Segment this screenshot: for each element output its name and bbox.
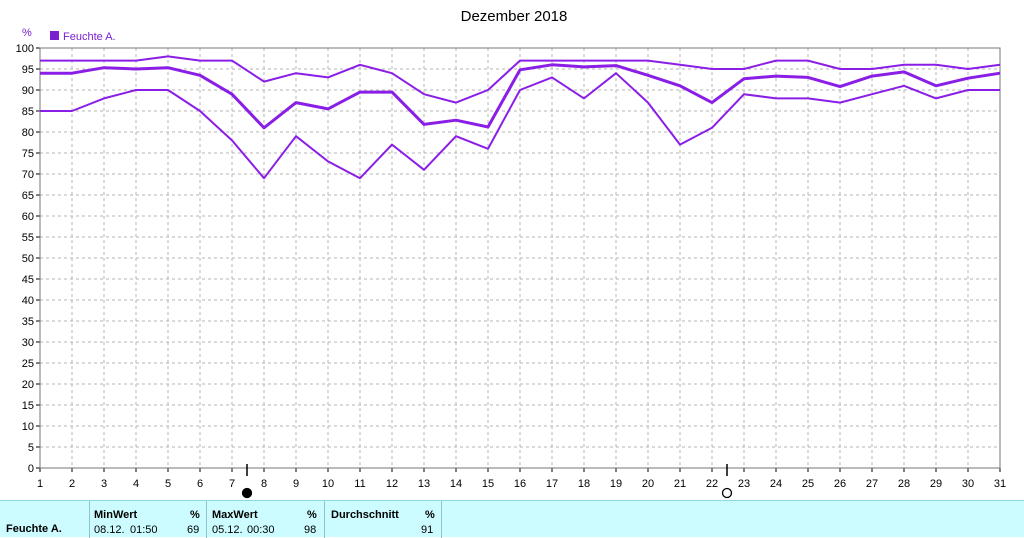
y-tick-label: 45: [22, 274, 34, 286]
legend-label: Feuchte A.: [63, 31, 116, 43]
y-tick-label: 85: [22, 106, 34, 118]
x-tick-label: 15: [482, 478, 494, 490]
x-tick-label: 28: [898, 478, 910, 490]
y-tick-label: 90: [22, 85, 34, 97]
max-value: 98: [304, 524, 317, 536]
max-date: 05.12.: [212, 524, 243, 536]
min-label: MinWert: [94, 509, 138, 521]
x-tick-label: 7: [229, 478, 235, 490]
full-moon-icon: [241, 487, 253, 499]
series-line-max: [40, 55, 1001, 104]
average-label: Durchschnitt: [331, 509, 399, 521]
min-unit: %: [190, 509, 200, 521]
x-tick-label: 3: [101, 478, 107, 490]
y-tick-label: 100: [16, 43, 34, 55]
x-tick-label: 24: [770, 478, 782, 490]
x-tick-label: 19: [610, 478, 622, 490]
humidity-chart: Dezember 2018 % Feuchte A. 0510152025303…: [16, 8, 1006, 499]
average-unit: %: [425, 509, 435, 521]
x-tick-label: 16: [514, 478, 526, 490]
min-date: 08.12.: [94, 524, 125, 536]
moon-markers: [241, 464, 733, 499]
y-tick-label: 25: [22, 358, 34, 370]
min-value-cell: MinWert % 08.12. 01:50 69: [90, 501, 207, 538]
x-tick-label: 30: [962, 478, 974, 490]
average-value-cell: Durchschnitt % 91: [325, 501, 442, 538]
x-tick-label: 21: [674, 478, 686, 490]
x-tick-label: 29: [930, 478, 942, 490]
y-tick-label: 55: [22, 232, 34, 244]
x-tick-label: 8: [261, 478, 267, 490]
y-tick-label: 75: [22, 148, 34, 160]
stats-row-label: Feuchte A.: [6, 523, 62, 535]
x-tick-label: 18: [578, 478, 590, 490]
max-value-cell: MaxWert % 05.12. 00:30 98: [207, 501, 325, 538]
x-tick-label: 13: [418, 478, 430, 490]
x-tick-label: 31: [994, 478, 1006, 490]
x-tick-label: 14: [450, 478, 462, 490]
x-tick-label: 17: [546, 478, 558, 490]
series-layer: [40, 55, 1001, 180]
y-tick-label: 65: [22, 190, 34, 202]
x-tick-label: 5: [165, 478, 171, 490]
average-value: 91: [421, 524, 434, 536]
y-tick-label: 35: [22, 316, 34, 328]
y-tick-label: 40: [22, 295, 34, 307]
min-time: 01:50: [130, 524, 158, 536]
min-value: 69: [187, 524, 200, 536]
y-tick-label: 5: [28, 442, 34, 454]
statistics-bar: Feuchte A. MinWert % 08.12. 01:50 69 Max…: [0, 500, 1024, 538]
max-label: MaxWert: [212, 509, 258, 521]
y-tick-label: 30: [22, 337, 34, 349]
x-tick-label: 6: [197, 478, 203, 490]
y-tick-label: 20: [22, 379, 34, 391]
x-tick-label: 22: [706, 478, 718, 490]
legend-swatch: [50, 31, 59, 40]
x-tick-label: 11: [354, 478, 365, 490]
x-tick-label: 26: [834, 478, 846, 490]
max-unit: %: [307, 509, 317, 521]
y-axis-unit: %: [22, 27, 32, 39]
plot-area-border: [39, 47, 1001, 469]
x-tick-label: 25: [802, 478, 814, 490]
new-moon-icon: [721, 487, 733, 499]
x-tick-label: 1: [37, 478, 43, 490]
y-tick-label: 50: [22, 253, 34, 265]
x-tick-label: 10: [322, 478, 334, 490]
y-tick-label: 15: [22, 400, 34, 412]
x-tick-label: 12: [386, 478, 398, 490]
x-tick-label: 20: [642, 478, 654, 490]
chart-title: Dezember 2018: [461, 8, 568, 25]
y-tick-label: 70: [22, 169, 34, 181]
max-time: 00:30: [247, 524, 275, 536]
y-tick-label: 80: [22, 127, 34, 139]
y-tick-label: 95: [22, 64, 34, 76]
y-tick-label: 10: [22, 421, 34, 433]
y-tick-label: 0: [28, 463, 34, 475]
axes: 0510152025303540455055606570758085909510…: [16, 43, 1006, 490]
series-line-min: [40, 72, 1000, 180]
x-tick-label: 9: [293, 478, 299, 490]
x-tick-label: 4: [133, 478, 139, 490]
series-line-avg: [40, 63, 1001, 130]
x-tick-label: 23: [738, 478, 750, 490]
x-tick-label: 27: [866, 478, 878, 490]
grid: [40, 48, 1000, 468]
stats-row-label-cell: Feuchte A.: [0, 501, 90, 538]
x-tick-label: 2: [69, 478, 75, 490]
y-tick-label: 60: [22, 211, 34, 223]
